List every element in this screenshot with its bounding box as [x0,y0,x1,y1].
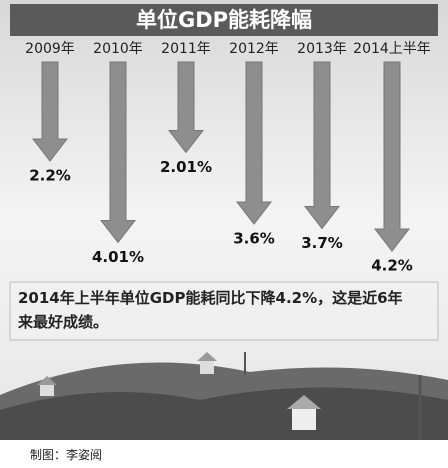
arrow [31,61,69,162]
note: 2014年上半年单位GDP能耗同比下降4.2%，这是近6年来最好成绩。 [18,289,403,331]
hills [0,352,448,440]
value-label: 3.6% [233,230,275,248]
value-label: 3.7% [301,234,343,252]
value-label: 2.2% [29,167,71,185]
background [0,0,448,440]
credit: 制图：李姿阅 [30,448,103,462]
title-bar [10,4,438,36]
arrow [303,61,341,230]
x-tick-label: 2013年 [297,41,347,57]
footer [0,440,448,468]
arrow [167,61,205,154]
arrow [235,61,273,225]
arrow [99,61,137,244]
value-label: 2.01% [160,158,212,176]
x-tick-label: 2014上半年 [353,41,431,57]
value-label: 4.01% [92,248,144,266]
arrow [373,61,411,252]
x-tick-label: 2012年 [229,41,279,57]
note-box [9,281,439,341]
chart-title: 单位GDP能耗降幅 [136,8,312,32]
x-tick-label: 2010年 [93,41,143,57]
x-tick-label: 2011年 [161,41,211,57]
value-label: 4.2% [371,257,413,275]
x-tick-label: 2009年 [25,41,75,57]
